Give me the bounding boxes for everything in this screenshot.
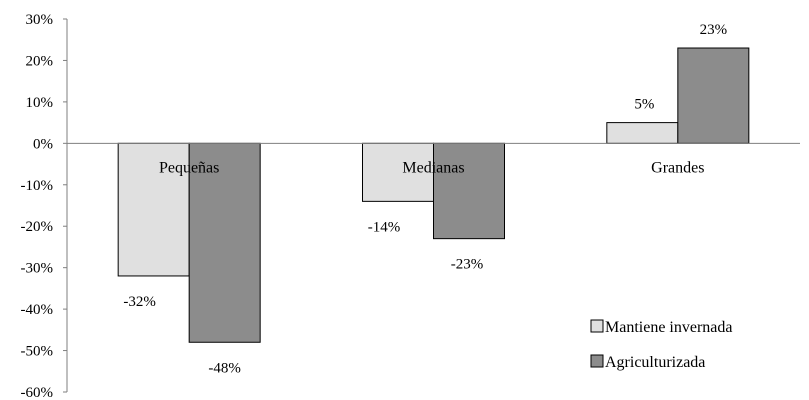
data-label: -23% [451,257,484,273]
legend-label: Agriculturizada [605,354,705,371]
data-label: -48% [208,360,241,376]
category-labels: Pequeñas Medianas Grandes [159,159,705,176]
bar [117,142,190,277]
legend-swatch [590,319,604,333]
y-tick-label: 10% [26,95,54,111]
bar [188,142,261,343]
legend: Mantiene invernada Agriculturizada [590,319,733,371]
bar [677,47,750,144]
data-label: -32% [123,294,156,310]
legend-label: Mantiene invernada [605,319,733,336]
y-tick-label: 30% [26,12,54,28]
y-tick-label: -60% [21,385,54,400]
category-label: Medianas [402,159,464,176]
bars [67,47,800,343]
y-tick-label: -50% [21,344,54,360]
category-label: Pequeñas [159,159,219,176]
bar [606,122,679,144]
data-label: 23% [700,22,728,38]
y-tick-label: -20% [21,219,54,235]
y-tick-label: 0% [33,136,53,152]
data-labels: -32% -48% -14% -23% 5% 23% [123,22,727,376]
y-tick-label: 20% [26,53,54,69]
data-label: 5% [634,97,654,113]
y-tick-label: -40% [21,302,54,318]
y-tick-label: -10% [21,178,54,194]
y-axis: 30% 20% 10% 0% -10% -20% -30% -40% -50% -60% [21,12,68,400]
legend-swatch [590,354,604,368]
y-tick-label: -30% [21,261,54,277]
data-label: -14% [368,219,401,235]
category-label: Grandes [651,159,704,176]
bar [433,142,505,240]
